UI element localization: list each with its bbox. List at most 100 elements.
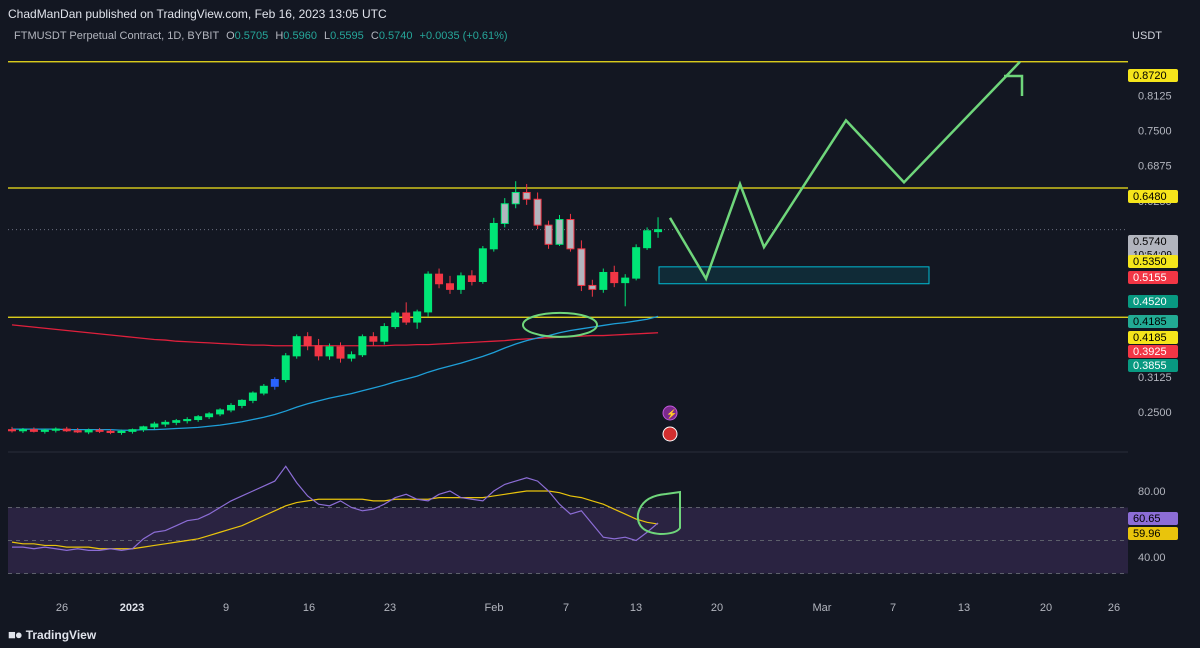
footer-bar <box>0 620 1200 648</box>
candle-body <box>117 430 126 433</box>
time-axis-tick: Mar <box>813 602 832 614</box>
candle-body <box>391 312 400 328</box>
ohlc-high-value: 0.5960 <box>283 30 317 42</box>
ohlc-close-key: C <box>370 30 379 42</box>
candle-body <box>522 191 531 200</box>
candle-body <box>358 336 367 356</box>
price-label-tag <box>1128 315 1178 328</box>
price-label-tag <box>1128 69 1178 82</box>
ohlc-open-value: 0.5705 <box>234 30 269 42</box>
price-label-text: 0.4520 <box>1133 296 1167 308</box>
lightning-glyph: ⚡ <box>666 408 677 420</box>
candle-body <box>566 219 575 250</box>
candle-body <box>478 248 487 282</box>
time-axis-tick: 2023 <box>120 602 144 614</box>
candle-body <box>424 273 433 313</box>
candle-body <box>95 429 104 432</box>
time-axis-tick: 9 <box>223 602 229 614</box>
time-axis-tick: 23 <box>384 602 396 614</box>
ema-fast-line <box>12 315 659 431</box>
price-label-tag <box>1128 295 1178 308</box>
tradingview-logo-icon: ■● <box>8 627 23 642</box>
time-axis-tick: 20 <box>711 602 723 614</box>
candle-body <box>533 198 542 226</box>
candle-body <box>227 404 235 411</box>
time-axis-tick: 20 <box>1040 602 1052 614</box>
price-label-text: 0.4185 <box>1133 316 1167 328</box>
candle-body <box>73 430 82 433</box>
price-label-text: 0.6480 <box>1133 191 1167 203</box>
candle-body <box>161 421 170 425</box>
ohlc-low-key: L <box>324 30 331 42</box>
candle-body <box>511 191 520 205</box>
header-bar <box>0 0 1200 26</box>
candle-body <box>380 326 389 342</box>
candle-body <box>237 399 246 406</box>
price-label-tag <box>1128 359 1178 372</box>
candle-body <box>489 222 498 250</box>
rsi-axis-tick: 40.00 <box>1138 552 1166 564</box>
price-label-tag <box>1128 235 1178 261</box>
price-axis-tick: 0.3125 <box>1138 372 1172 384</box>
rsi-value-text: 59.96 <box>1133 528 1161 540</box>
candle-body <box>8 429 16 432</box>
candle-body <box>259 385 268 394</box>
ohlc-low-value: 0.5595 <box>330 30 364 42</box>
price-label-tag <box>1128 331 1178 344</box>
time-axis-tick: 13 <box>630 602 642 614</box>
candle-body <box>621 277 630 284</box>
candle-body <box>194 416 203 421</box>
time-axis-tick: 7 <box>890 602 896 614</box>
rsi-axis-tick: 80.00 <box>1138 486 1166 498</box>
price-label-text: 0.5740 <box>1133 236 1167 248</box>
candle-body <box>292 336 301 357</box>
ohlc-high-key: H <box>275 30 284 42</box>
candle-body <box>336 346 345 359</box>
price-label-text: 0.3925 <box>1133 346 1167 358</box>
candle-body <box>588 284 597 290</box>
highlight-ellipse <box>522 311 598 338</box>
price-label-tag <box>1128 345 1178 358</box>
price-axis-tick: 0.8125 <box>1138 90 1172 102</box>
time-axis-tick: 16 <box>303 602 315 614</box>
demand-zone-box <box>658 266 930 285</box>
candle-body <box>270 379 279 387</box>
candle-body <box>446 283 454 290</box>
time-axis-tick: 26 <box>56 602 68 614</box>
ohlc-change-value: +0.0035 (+0.61%) <box>419 30 508 42</box>
candle-body <box>369 336 378 342</box>
candle-body <box>467 275 476 282</box>
price-label-tag <box>1128 190 1178 203</box>
candle-body <box>599 271 608 290</box>
tradingview-logo[interactable]: ■● TradingView <box>8 627 96 642</box>
publisher-text: ChadManDan published on TradingView.com,… <box>8 7 387 21</box>
candle-body <box>456 275 465 290</box>
time-axis-tick: 26 <box>1108 602 1120 614</box>
candle-body <box>413 311 422 323</box>
ema-slow-line <box>11 324 659 347</box>
candle-body <box>172 420 181 423</box>
symbol-name[interactable]: FTMUSDT Perpetual Contract, 1D, BYBIT <box>14 30 219 42</box>
price-label-text: 0.5155 <box>1133 272 1167 284</box>
candle-body <box>632 247 641 279</box>
ohlc-open-key: O <box>226 30 235 42</box>
us-flag-event-icon <box>662 426 678 442</box>
ohlc-close-value: 0.5740 <box>378 30 413 42</box>
candle-body <box>544 224 553 245</box>
candle-body <box>314 345 323 357</box>
price-label-text: 0.3855 <box>1133 360 1167 372</box>
candle-body <box>18 429 27 432</box>
candle-body <box>325 346 334 357</box>
candle-body <box>248 392 257 401</box>
candle-body <box>654 229 663 233</box>
currency-label: USDT <box>1132 30 1162 42</box>
lightning-event-icon <box>662 405 678 421</box>
candle-body <box>435 273 444 285</box>
price-axis-tick: 0.2500 <box>1138 407 1172 419</box>
candle-body <box>555 219 564 245</box>
chart-canvas[interactable]: 0.81250.75000.68750.62500.31250.2500⚡0.8… <box>0 0 1200 620</box>
rsi-value-text: 60.65 <box>1133 513 1161 525</box>
price-label-text: 0.8720 <box>1133 70 1167 82</box>
candle-body <box>139 426 148 431</box>
candle-body <box>84 429 93 433</box>
